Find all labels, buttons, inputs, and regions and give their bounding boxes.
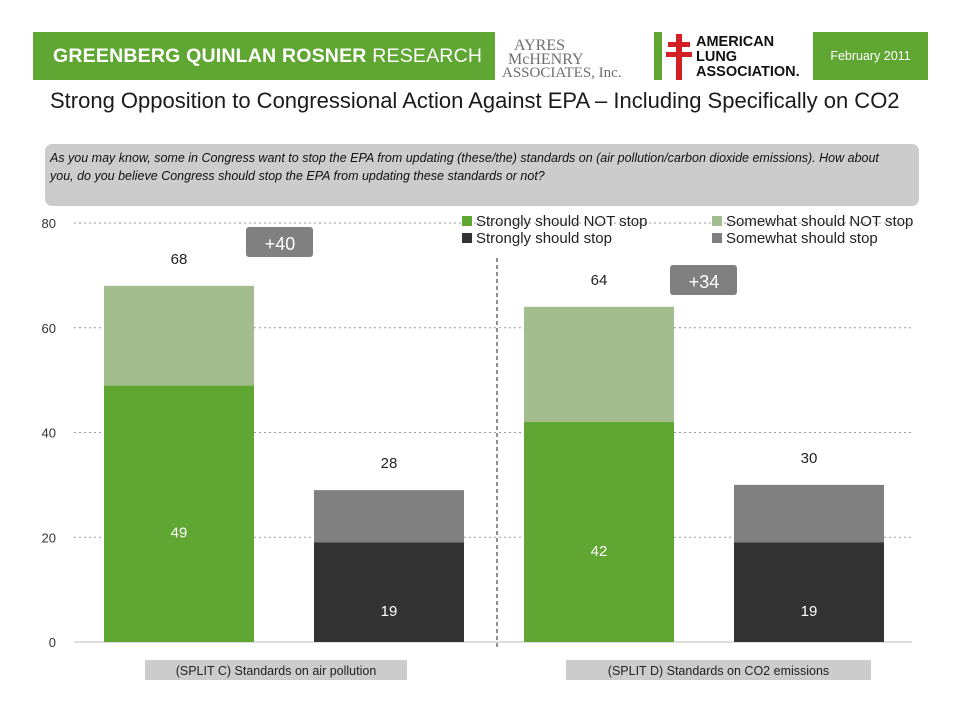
bar-segment: [734, 542, 884, 642]
bar-total-label: 28: [381, 455, 398, 472]
bar-segment: [314, 542, 464, 642]
net-badge: [670, 265, 737, 295]
survey-question: As you may know, some in Congress want t…: [45, 144, 919, 206]
x-category-box: [566, 660, 871, 680]
bar-inner-label: 19: [381, 603, 398, 620]
partner2-line: LUNG: [696, 49, 738, 65]
partner1-line: AYRES: [514, 37, 565, 54]
date-band: [813, 32, 928, 80]
partner-logo-ayres: AYRES McHENRY ASSOCIATES, Inc.: [498, 34, 650, 82]
page-title: Strong Opposition to Congressional Actio…: [50, 88, 900, 113]
partner2-wordmark: AMERICAN LUNG ASSOCIATION.: [696, 35, 800, 80]
y-tick-label: 60: [42, 321, 56, 336]
bar-segment: [734, 484, 884, 543]
legend-label: Somewhat should NOT stop: [726, 213, 913, 230]
bar-segment: [104, 385, 254, 642]
partner1-line: McHENRY: [508, 51, 584, 68]
brand-name: GREENBERG QUINLAN ROSNER: [53, 45, 367, 67]
legend-label: Somewhat should stop: [726, 230, 878, 247]
bar-inner-label: 49: [171, 525, 188, 542]
legend-swatch: [712, 216, 722, 226]
legend-swatch: [462, 216, 472, 226]
bar-total-label: 30: [801, 450, 818, 467]
x-category-label: (SPLIT C) Standards on air pollution: [176, 664, 377, 678]
partner-logo-lung-association: AMERICAN LUNG ASSOCIATION.: [664, 32, 812, 82]
bar-total-label: 68: [171, 251, 188, 268]
y-tick-label: 20: [42, 530, 56, 545]
legend-label: Strongly should NOT stop: [476, 213, 647, 230]
lorraine-cross-icon: [666, 34, 692, 80]
stacked-bar-chart: 0 20 40 60 80 49 68 19 28 +40 42 64 19 30 +34 Strongl…: [42, 213, 913, 680]
partner1-line: ASSOCIATES, Inc.: [502, 65, 622, 81]
x-axis-labels: (SPLIT C) Standards on air pollution (SPL…: [145, 660, 871, 680]
bar-segment: [314, 490, 464, 543]
brand-logo: GREENBERG QUINLAN ROSNER RESEARCH: [53, 45, 482, 68]
x-category-box: [145, 660, 407, 680]
net-badge-label: +40: [265, 234, 296, 254]
legend-swatch: [712, 233, 722, 243]
bar-segment: [524, 306, 674, 423]
bar-inner-label: 42: [591, 543, 608, 560]
y-tick-label: 0: [49, 635, 56, 650]
bar-inner-label: 19: [801, 603, 818, 620]
legend-label: Strongly should stop: [476, 230, 612, 247]
y-tick-label: 40: [42, 426, 56, 441]
header-band: [33, 32, 495, 80]
net-badge-label: +34: [689, 272, 720, 292]
bar-total-label: 64: [591, 272, 608, 289]
y-tick-label: 80: [42, 216, 56, 231]
legend-swatch: [462, 233, 472, 243]
legend: Strongly should NOT stop Somewhat should …: [462, 213, 913, 247]
x-category-label: (SPLIT D) Standards on CO2 emissions: [608, 664, 829, 678]
brand-suffix: RESEARCH: [372, 45, 483, 67]
bars: 49 68 19 28 +40 42 64 19 30 +34: [104, 227, 884, 642]
partner2-line: ASSOCIATION.: [696, 64, 800, 80]
bar-segment: [524, 422, 674, 642]
partner2-line: AMERICAN: [696, 34, 775, 50]
net-badge: [246, 227, 313, 257]
report-date: February 2011: [830, 49, 911, 63]
header-band-divider: [654, 32, 662, 80]
bar-segment: [104, 285, 254, 386]
